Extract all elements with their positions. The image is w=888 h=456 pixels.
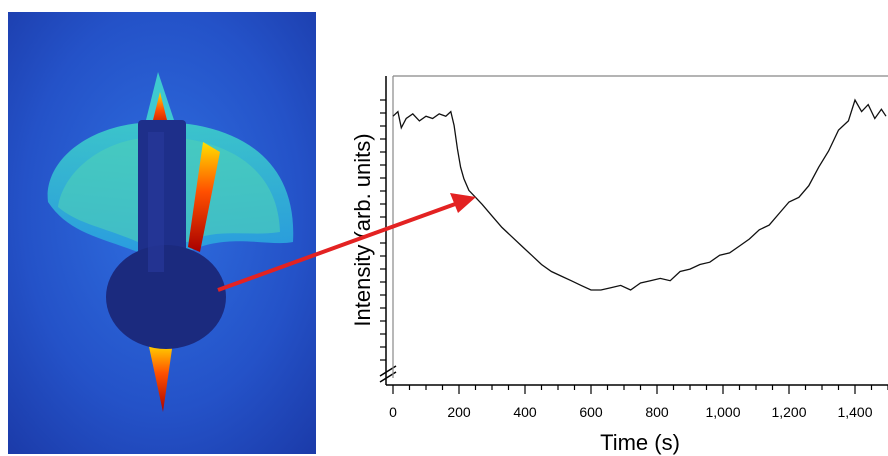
- diffraction-image: [8, 12, 316, 454]
- x-tick-label: 1,200: [771, 404, 806, 420]
- x-tick-label: 1,000: [705, 404, 740, 420]
- x-axis-title: Time (s): [600, 430, 680, 455]
- axes: [379, 75, 888, 386]
- x-tick-label: 600: [579, 404, 603, 420]
- y-ticks: [380, 99, 386, 361]
- x-tick-label: 0: [389, 404, 397, 420]
- series: [392, 98, 887, 291]
- x-ticks: 0 200 400 600 800 1,000 1,200 1,400: [389, 385, 888, 420]
- y-axis-title: Intensity (arb. units): [350, 133, 375, 326]
- intensity-series-line: [392, 98, 887, 291]
- x-tick-label: 400: [513, 404, 537, 420]
- annotation-arrow: [217, 193, 476, 292]
- x-tick-label: 1,400: [837, 404, 872, 420]
- x-tick-label: 800: [645, 404, 669, 420]
- x-tick-label: 200: [447, 404, 471, 420]
